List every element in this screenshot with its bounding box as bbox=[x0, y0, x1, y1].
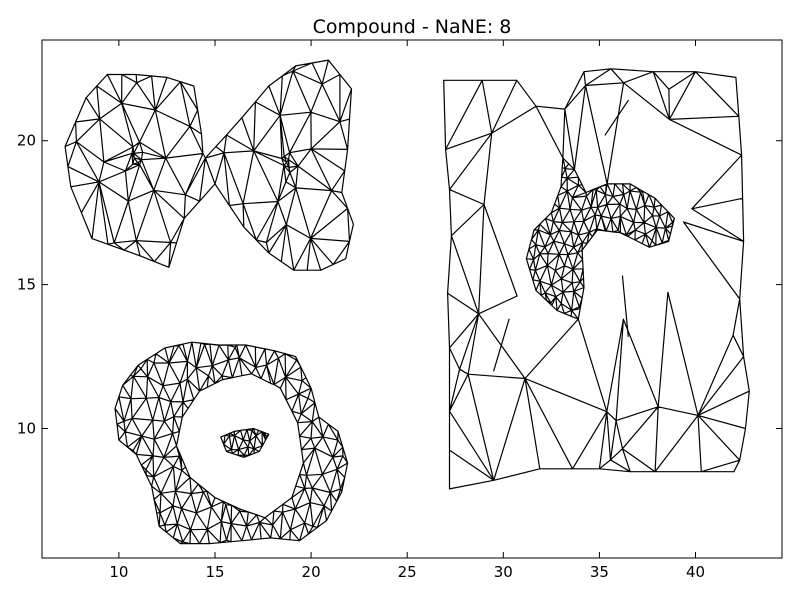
ring-with-island-edges bbox=[114, 341, 349, 545]
y-tick-label: 10 bbox=[17, 420, 36, 438]
x-tick-label: 25 bbox=[398, 563, 417, 581]
x-tick-label: 15 bbox=[205, 563, 224, 581]
ring-with-island-island-edges bbox=[220, 427, 270, 458]
rectangle-with-crescent-crescent-edges bbox=[525, 157, 675, 320]
y-tick-label: 15 bbox=[17, 276, 36, 294]
rectangle-with-crescent-edges bbox=[443, 68, 750, 490]
x-tick-label: 35 bbox=[590, 563, 609, 581]
two-lobe-blob-mesh bbox=[64, 59, 354, 271]
rectangle-with-crescent-crescent-mesh bbox=[525, 157, 675, 320]
x-tick-label: 30 bbox=[494, 563, 513, 581]
x-tick-label: 20 bbox=[302, 563, 321, 581]
tick-layer: 10 15 20 25 30 35 40 10 15 20 bbox=[17, 40, 782, 581]
ring-with-island-island-mesh bbox=[220, 427, 270, 458]
dangling-edge bbox=[493, 318, 510, 372]
y-tick-label: 20 bbox=[17, 132, 36, 150]
chart-title: Compound - NaNE: 8 bbox=[313, 16, 512, 38]
rectangle-with-crescent-mesh bbox=[443, 68, 750, 490]
dangling-edge bbox=[604, 99, 629, 136]
plot-area: 10 15 20 25 30 35 40 10 15 20 bbox=[17, 39, 783, 581]
x-tick-label: 10 bbox=[109, 563, 128, 581]
dangling-edge bbox=[621, 275, 629, 338]
ring-with-island-mesh bbox=[114, 341, 349, 545]
axes-frame bbox=[41, 39, 783, 559]
x-tick-label: 40 bbox=[686, 563, 705, 581]
mesh-layer bbox=[64, 59, 750, 545]
two-lobe-blob-edges bbox=[64, 59, 354, 271]
